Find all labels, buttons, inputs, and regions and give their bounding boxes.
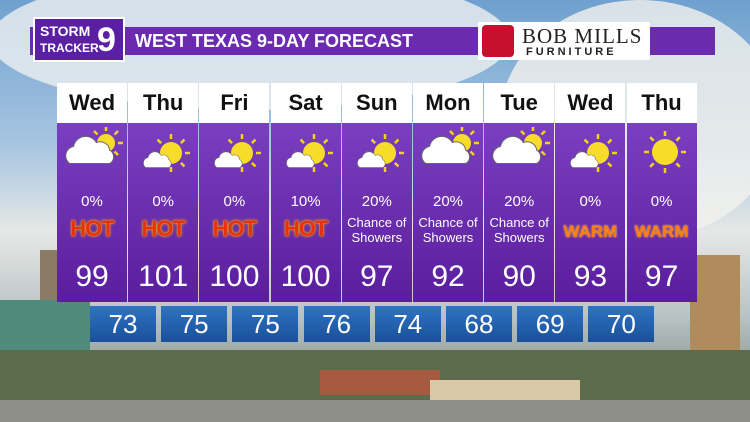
day-name: Sun — [341, 83, 412, 123]
low-temp: 76 — [303, 306, 370, 342]
weather-icon — [202, 127, 266, 188]
precip-chance: 0% — [152, 193, 175, 210]
high-temp: 97 — [644, 260, 679, 293]
day-name: Wed — [57, 83, 127, 123]
weather-icon — [345, 127, 409, 188]
condition: WARM — [634, 222, 689, 241]
day-column: Tue 20% Chance of Showers 90 — [484, 83, 555, 302]
sponsor-name: BOB MILLS — [522, 24, 643, 48]
day-column: Thu 0% WARM 97 — [626, 83, 697, 302]
day-body: 20% Chance of Showers 92 — [413, 123, 483, 302]
day-column: Sat 10% HOT 100 — [270, 83, 341, 302]
logo-number: 9 — [97, 21, 116, 59]
weather-icon — [487, 126, 551, 188]
low-temp: 69 — [517, 306, 584, 342]
high-temp: 101 — [138, 260, 189, 293]
day-column: Sun 20% Chance of Showers 97 — [341, 83, 412, 302]
weather-icon — [274, 127, 338, 188]
day-body: 0% HOT 99 — [57, 123, 127, 302]
day-name: Wed — [555, 83, 626, 123]
day-body: 0% HOT 100 — [199, 123, 270, 302]
day-body: 0% WARM 97 — [626, 123, 697, 302]
low-temp: 68 — [446, 306, 512, 342]
precip-chance: 0% — [223, 193, 246, 210]
day-column: Mon 20% Chance of Showers 92 — [413, 83, 483, 302]
day-column: Wed 0% WARM 93 — [555, 83, 626, 302]
day-body: 10% HOT 100 — [270, 123, 341, 302]
low-temp: 75 — [161, 306, 228, 342]
high-temp: 97 — [360, 260, 394, 293]
title: WEST TEXAS 9-DAY FORECAST — [135, 31, 414, 51]
low-temp: 75 — [232, 306, 299, 342]
weather-icon — [131, 127, 195, 188]
weather-icon — [60, 126, 124, 188]
day-body: 0% WARM 93 — [555, 123, 626, 302]
sponsor-tagline: FURNITURE — [526, 46, 617, 58]
high-temp: 100 — [209, 260, 260, 293]
precip-chance: 0% — [650, 193, 673, 210]
day-column: Fri 0% HOT 100 — [199, 83, 270, 302]
day-name: Mon — [413, 83, 483, 123]
day-name: Sat — [270, 83, 341, 123]
high-temp: 93 — [573, 260, 608, 293]
condition: HOT — [141, 216, 185, 241]
sponsor: BOB MILLS FURNITURE — [478, 22, 650, 60]
condition: Chance of Showers — [418, 215, 478, 245]
day-column: Thu 0% HOT 101 — [128, 83, 199, 302]
low-temp: 73 — [90, 306, 156, 342]
precip-chance: 10% — [290, 193, 321, 210]
weather-icon — [416, 126, 480, 188]
weather-icon — [630, 127, 694, 188]
low-temp: 70 — [588, 306, 655, 342]
logo-line2: TRACKER — [40, 41, 99, 55]
day-body: 20% Chance of Showers 97 — [341, 123, 412, 302]
condition: Chance of Showers — [347, 215, 407, 245]
day-name: Thu — [626, 83, 697, 123]
precip-chance: 20% — [504, 193, 535, 210]
storm-tracker-logo: STORM TRACKER 9 — [33, 17, 125, 62]
condition: Chance of Showers — [489, 215, 549, 245]
day-body: 20% Chance of Showers 90 — [484, 123, 555, 302]
high-temp: 92 — [431, 260, 465, 293]
precip-chance: 0% — [579, 193, 602, 210]
low-temp: 74 — [374, 306, 441, 342]
day-name: Fri — [199, 83, 270, 123]
weather-icon — [558, 127, 622, 188]
day-body: 0% HOT 101 — [128, 123, 199, 302]
precip-chance: 20% — [361, 193, 392, 210]
precip-chance: 20% — [432, 193, 464, 210]
day-name: Thu — [128, 83, 199, 123]
high-temp: 100 — [280, 260, 331, 293]
high-temp: 99 — [75, 260, 109, 293]
sponsor-mark — [482, 25, 514, 57]
day-name: Tue — [484, 83, 555, 123]
condition: WARM — [563, 222, 618, 241]
logo-line1: STORM — [40, 23, 91, 39]
condition: HOT — [212, 216, 257, 241]
condition: HOT — [70, 216, 114, 241]
condition: HOT — [283, 216, 328, 241]
day-column: Wed 0% HOT 99 — [57, 83, 127, 302]
high-temp: 90 — [502, 260, 536, 293]
precip-chance: 0% — [81, 193, 103, 210]
